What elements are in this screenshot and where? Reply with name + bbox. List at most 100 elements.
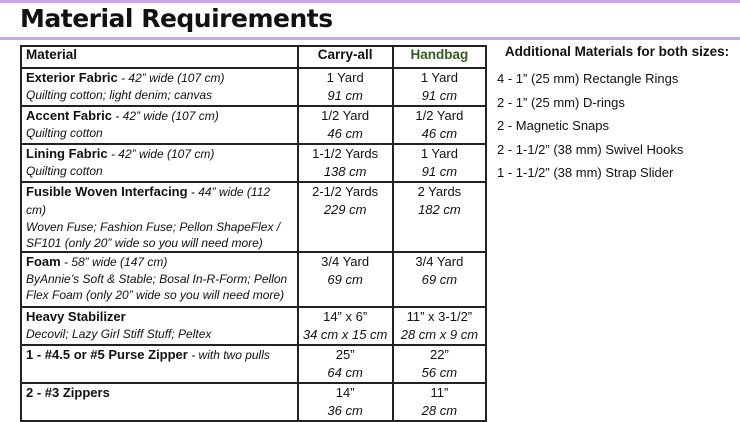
header-row: Material Carry-all Handbag	[20, 45, 488, 69]
handbag-cell: 22” 56 cm	[391, 344, 488, 384]
carryall-amount: 2-1/2 Yards	[312, 184, 379, 199]
material-name: Foam	[26, 254, 61, 269]
carryall-cell: 25” 64 cm	[296, 344, 394, 384]
material-name: Exterior Fabric	[26, 70, 118, 85]
material-cell: 2 - #3 Zippers	[20, 382, 299, 422]
page-title: Material Requirements	[20, 4, 333, 33]
table-row: Accent Fabric - 42” wide (107 cm) Quilti…	[20, 105, 488, 145]
material-name: 1 - #4.5 or #5 Purse Zipper	[26, 347, 188, 362]
material-spec: - 42” wide (107 cm)	[117, 71, 225, 85]
handbag-cell: 11” 28 cm	[391, 382, 488, 422]
bottom-rule	[0, 37, 740, 40]
title-banner: Material Requirements	[0, 0, 740, 40]
material-cell: Fusible Woven Interfacing - 44” wide (11…	[20, 181, 299, 253]
material-cell: Heavy Stabilizer Decovil; Lazy Girl Stif…	[20, 306, 299, 346]
header-carryall: Carry-all	[296, 45, 394, 69]
material-options: ByAnnie’s Soft & Stable; Bosal In-R-Form…	[26, 272, 288, 302]
carryall-cell: 3/4 Yard 69 cm	[296, 251, 394, 308]
material-name: Accent Fabric	[26, 108, 112, 123]
carryall-amount: 25”	[335, 347, 355, 362]
handbag-amount: 11” x 3-1/2”	[406, 309, 473, 324]
list-item: 1 - 1-1/2” (38 mm) Strap Slider	[497, 165, 674, 180]
carryall-cell: 1 Yard 91 cm	[296, 67, 394, 107]
handbag-amount: 11”	[430, 385, 449, 400]
header-material: Material	[20, 45, 299, 69]
table-row: Foam - 58” wide (147 cm) ByAnnie’s Soft …	[20, 251, 488, 308]
carryall-cell: 1-1/2 Yards 138 cm	[296, 143, 394, 183]
carryall-metric: 36 cm	[327, 403, 363, 418]
handbag-metric: 91 cm	[421, 88, 458, 103]
handbag-amount: 1 Yard	[420, 146, 458, 161]
carryall-amount: 1/2 Yard	[321, 108, 370, 123]
header-handbag: Handbag	[391, 45, 488, 69]
carryall-cell: 1/2 Yard 46 cm	[296, 105, 394, 145]
additional-materials: Additional Materials for both sizes: 4 -…	[497, 44, 737, 185]
additional-materials-title: Additional Materials for both sizes:	[504, 44, 730, 59]
table-row: Lining Fabric - 42” wide (107 cm) Quilti…	[20, 143, 488, 183]
material-options: Decovil; Lazy Girl Stiff Stuff; Peltex	[26, 327, 212, 341]
handbag-cell: 1 Yard 91 cm	[391, 67, 488, 107]
carryall-cell: 2-1/2 Yards 229 cm	[296, 181, 394, 253]
handbag-cell: 1 Yard 91 cm	[391, 143, 488, 183]
handbag-metric: 46 cm	[421, 126, 458, 141]
material-spec: - 42” wide (107 cm)	[111, 109, 219, 123]
carryall-metric: 138 cm	[323, 164, 367, 179]
carryall-cell: 14” 36 cm	[296, 382, 394, 422]
material-cell: Lining Fabric - 42” wide (107 cm) Quilti…	[20, 143, 299, 183]
handbag-amount: 22”	[429, 347, 449, 362]
table-row: 2 - #3 Zippers 14” 36 cm 11” 28 cm	[20, 382, 488, 422]
handbag-amount: 1 Yard	[420, 70, 458, 85]
material-cell: 1 - #4.5 or #5 Purse Zipper - with two p…	[20, 344, 299, 384]
handbag-amount: 2 Yards	[417, 184, 462, 199]
carryall-metric: 34 cm x 15 cm	[302, 327, 388, 342]
material-spec: - 42” wide (107 cm)	[107, 147, 215, 161]
material-options: Quilting cotton	[26, 126, 103, 140]
table-row: Fusible Woven Interfacing - 44” wide (11…	[20, 181, 488, 253]
handbag-metric: 28 cm x 9 cm	[400, 327, 479, 342]
material-cell: Accent Fabric - 42” wide (107 cm) Quilti…	[20, 105, 299, 145]
material-name: Fusible Woven Interfacing	[26, 184, 188, 199]
handbag-metric: 56 cm	[421, 365, 458, 380]
handbag-amount: 1/2 Yard	[415, 108, 464, 123]
list-item: 4 - 1” (25 mm) Rectangle Rings	[497, 71, 679, 86]
list-item: 2 - 1” (25 mm) D-rings	[497, 94, 625, 110]
handbag-cell: 3/4 Yard 69 cm	[391, 251, 488, 308]
carryall-cell: 14” x 6” 34 cm x 15 cm	[296, 306, 394, 346]
handbag-metric: 69 cm	[421, 272, 458, 287]
carryall-amount: 1-1/2 Yards	[312, 146, 379, 161]
material-name: 2 - #3 Zippers	[26, 385, 110, 400]
carryall-metric: 64 cm	[327, 365, 363, 380]
carryall-metric: 46 cm	[327, 126, 363, 141]
handbag-metric: 91 cm	[421, 164, 458, 179]
material-name: Lining Fabric	[26, 146, 108, 161]
material-spec: - 44” wide (112 cm)	[26, 185, 271, 217]
handbag-metric: 182 cm	[418, 202, 461, 217]
material-cell: Exterior Fabric - 42” wide (107 cm) Quil…	[20, 67, 299, 107]
table-row: 1 - #4.5 or #5 Purse Zipper - with two p…	[20, 344, 488, 384]
carryall-amount: 14” x 6”	[323, 309, 368, 324]
material-spec: - 58” wide (147 cm)	[60, 255, 168, 269]
carryall-metric: 91 cm	[327, 88, 363, 103]
list-item: 2 - Magnetic Snaps	[497, 118, 610, 133]
handbag-cell: 2 Yards 182 cm	[391, 181, 488, 253]
handbag-cell: 11” x 3-1/2” 28 cm x 9 cm	[391, 306, 488, 346]
carryall-amount: 3/4 Yard	[321, 254, 370, 269]
carryall-amount: 14”	[335, 385, 355, 400]
material-options: Woven Fuse; Fashion Fuse; Pellon ShapeFl…	[26, 220, 281, 250]
carryall-metric: 69 cm	[327, 272, 363, 287]
top-rule	[0, 0, 740, 3]
table-row: Exterior Fabric - 42” wide (107 cm) Quil…	[20, 67, 488, 107]
carryall-metric: 229 cm	[323, 202, 367, 217]
list-item: 2 - 1-1/2” (38 mm) Swivel Hooks	[497, 141, 684, 157]
material-options: Quilting cotton; light denim; canvas	[26, 88, 213, 102]
material-name: Heavy Stabilizer	[26, 309, 126, 324]
material-cell: Foam - 58” wide (147 cm) ByAnnie’s Soft …	[20, 251, 299, 308]
material-spec: - with two pulls	[187, 348, 270, 362]
handbag-cell: 1/2 Yard 46 cm	[391, 105, 488, 145]
materials-table: Material Carry-all Handbag Exterior Fabr…	[20, 45, 488, 422]
handbag-metric: 28 cm	[421, 403, 458, 418]
material-options: Quilting cotton	[26, 164, 103, 178]
table-row: Heavy Stabilizer Decovil; Lazy Girl Stif…	[20, 306, 488, 346]
carryall-amount: 1 Yard	[326, 70, 364, 85]
handbag-amount: 3/4 Yard	[415, 254, 464, 269]
